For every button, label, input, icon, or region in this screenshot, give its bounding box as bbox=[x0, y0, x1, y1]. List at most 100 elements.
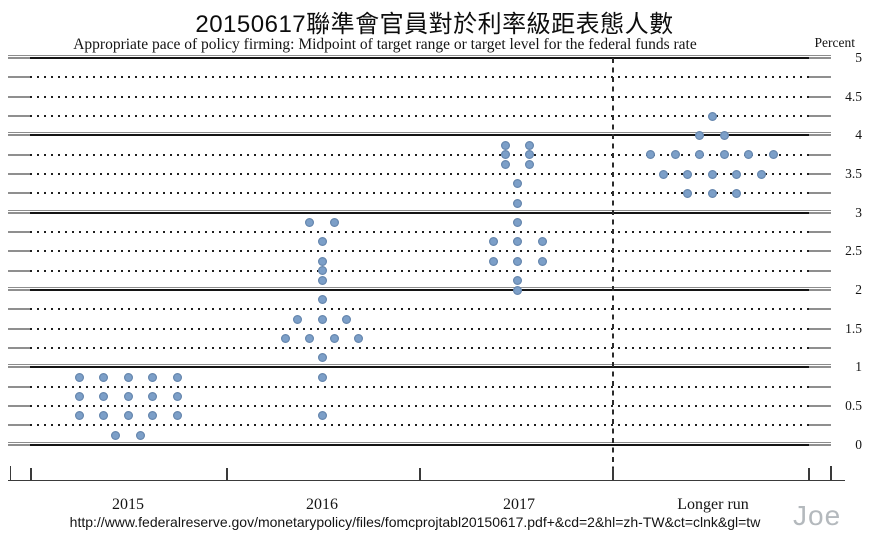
fomc-dot bbox=[513, 285, 522, 295]
fomc-dot bbox=[123, 411, 133, 421]
fomc-dot bbox=[756, 169, 766, 179]
gridline-echo bbox=[8, 364, 831, 366]
fomc-dot bbox=[74, 372, 84, 382]
fomc-dot bbox=[500, 140, 510, 150]
chart-subtitle: Appropriate pace of policy firming: Midp… bbox=[73, 36, 697, 53]
gridline-minor bbox=[30, 76, 809, 79]
gridline-minor bbox=[30, 424, 809, 427]
fomc-dot bbox=[317, 256, 327, 266]
fomc-dot bbox=[329, 333, 339, 343]
gridline-cap-left bbox=[8, 405, 30, 408]
y-axis-tick-label: 0 bbox=[855, 436, 862, 452]
fomc-dot bbox=[683, 169, 692, 179]
gridline-cap-right bbox=[809, 115, 831, 118]
gridline-minor bbox=[30, 192, 809, 195]
fomc-dot bbox=[317, 266, 327, 276]
gridline-cap-right bbox=[809, 250, 831, 253]
fomc-dot bbox=[768, 150, 778, 160]
gridline-cap-left bbox=[8, 211, 30, 214]
gridline-cap-right bbox=[809, 173, 831, 176]
gridline-minor bbox=[30, 269, 809, 272]
fomc-dot bbox=[317, 411, 327, 421]
gridline-cap-left bbox=[8, 134, 30, 137]
gridline-cap-left bbox=[8, 308, 30, 311]
fomc-dot bbox=[513, 179, 522, 189]
fomc-dot bbox=[513, 275, 522, 285]
gridline-cap-left bbox=[8, 192, 30, 195]
y-axis-tick-label: 2.5 bbox=[845, 243, 862, 259]
fomc-dot bbox=[695, 130, 705, 140]
fomc-dot bbox=[719, 150, 729, 160]
fomc-dot bbox=[74, 411, 84, 421]
y-axis-tick-label: 3.5 bbox=[845, 166, 862, 182]
fomc-dot bbox=[317, 237, 327, 247]
x-axis-tick bbox=[9, 466, 11, 480]
gridline-cap-right bbox=[809, 134, 831, 137]
gridline-cap-right bbox=[809, 95, 831, 98]
gridline-cap-right bbox=[809, 211, 831, 214]
fomc-dot bbox=[99, 372, 108, 382]
fomc-dot bbox=[280, 333, 290, 343]
x-axis-label: 2016 bbox=[306, 496, 338, 513]
fomc-dot bbox=[317, 295, 327, 305]
gridline-cap-right bbox=[809, 327, 831, 330]
gridline-minor bbox=[30, 115, 809, 118]
gridline-cap-left bbox=[8, 347, 30, 350]
y-axis-tick-label: 1 bbox=[855, 359, 862, 375]
fomc-dot bbox=[172, 411, 182, 421]
fomc-dot bbox=[513, 198, 522, 208]
fomc-dot bbox=[123, 391, 133, 401]
fomc-dot bbox=[719, 130, 729, 140]
fomc-dot bbox=[525, 140, 535, 150]
fomc-dot bbox=[500, 159, 510, 169]
fomc-dot bbox=[99, 411, 108, 421]
gridline-cap-left bbox=[8, 95, 30, 98]
fomc-dot bbox=[148, 411, 157, 421]
y-axis-unit-label: Percent bbox=[814, 35, 855, 50]
gridline-cap-right bbox=[809, 443, 831, 446]
gridline-cap-right bbox=[809, 231, 831, 234]
gridline-minor bbox=[30, 173, 809, 176]
fomc-dot bbox=[342, 314, 351, 324]
gridline-cap-left bbox=[8, 76, 30, 79]
fomc-dot bbox=[305, 333, 315, 343]
gridline-minor bbox=[30, 153, 809, 156]
gridline-cap-right bbox=[809, 385, 831, 388]
fomc-dot bbox=[148, 372, 157, 382]
y-axis-tick-label: 0.5 bbox=[845, 398, 862, 414]
gridline-cap-left bbox=[8, 385, 30, 388]
gridline-minor bbox=[30, 405, 809, 408]
fomc-dot bbox=[744, 150, 754, 160]
x-axis-tick bbox=[830, 466, 832, 480]
fomc-dot bbox=[707, 188, 717, 198]
gridline-cap-left bbox=[8, 57, 30, 60]
fomc-dot bbox=[488, 237, 498, 247]
fomc-dot bbox=[111, 430, 121, 440]
gridline-minor bbox=[30, 250, 809, 253]
fomc-dot bbox=[148, 391, 157, 401]
fomc-dot bbox=[172, 391, 182, 401]
y-axis-tick-label: 4 bbox=[855, 127, 862, 143]
y-axis-tick-label: 1.5 bbox=[845, 320, 862, 336]
fomc-dot bbox=[683, 188, 692, 198]
fomc-dot bbox=[317, 353, 327, 363]
fomc-dot bbox=[707, 111, 717, 121]
gridline-major bbox=[30, 134, 809, 137]
gridline-cap-left bbox=[8, 366, 30, 369]
gridline-cap-left bbox=[8, 115, 30, 118]
x-axis-line bbox=[8, 479, 845, 481]
chart-title: 20150617聯準會官員對於利率級距表態人數 bbox=[195, 11, 674, 38]
gridline-cap-right bbox=[809, 289, 831, 292]
gridline-cap-left bbox=[8, 327, 30, 330]
gridline-echo bbox=[8, 209, 831, 211]
x-axis-tick bbox=[30, 468, 32, 480]
fomc-dot bbox=[670, 150, 680, 160]
gridline-cap-right bbox=[809, 347, 831, 350]
fomc-dot bbox=[135, 430, 145, 440]
watermark: Joe bbox=[793, 500, 842, 531]
gridline-cap-right bbox=[809, 405, 831, 408]
fomc-dot bbox=[537, 237, 547, 247]
x-axis-label: 2015 bbox=[112, 496, 144, 513]
fomc-dot bbox=[329, 217, 339, 227]
